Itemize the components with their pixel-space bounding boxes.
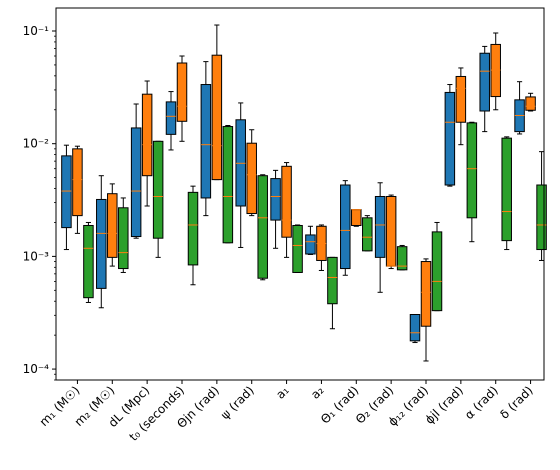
box-series-1-cat-3 (176, 55, 188, 142)
box-series-1-cat-8 (351, 209, 362, 227)
box-series-0-cat-7 (305, 225, 316, 255)
y-tick-label: 10⁻³ (23, 249, 50, 263)
box-body (327, 256, 338, 305)
box-body (305, 234, 316, 255)
box-body (200, 84, 212, 199)
box-body (257, 175, 268, 279)
box-body (222, 126, 234, 244)
box-body (96, 198, 107, 289)
box-body (83, 224, 94, 299)
x-tick-label: a₁ (273, 383, 292, 402)
x-tick-label: ϕjl (rad) (422, 383, 466, 427)
box-series-2-cat-5 (257, 174, 268, 281)
box-body (130, 127, 142, 238)
box-series-1-cat-9 (385, 194, 397, 270)
box-body (165, 101, 177, 135)
box-body (409, 314, 421, 342)
box-series-1-cat-13 (525, 92, 536, 112)
box-body (152, 140, 164, 239)
box-series-0-cat-9 (374, 182, 386, 293)
box-series-2-cat-2 (152, 140, 164, 258)
box-body (351, 209, 362, 226)
box-body (455, 75, 467, 123)
box-series-1-cat-5 (246, 129, 257, 217)
box-series-1-cat-11 (455, 67, 467, 146)
box-body (176, 62, 188, 122)
box-series-2-cat-3 (187, 185, 199, 286)
x-tick-label: a₂ (308, 383, 327, 402)
box-series-2-cat-13 (536, 151, 547, 261)
box-series-0-cat-8 (340, 180, 351, 276)
box-series-1-cat-6 (281, 162, 292, 258)
y-tick-label: 10⁻² (23, 137, 50, 151)
box-series-2-cat-4 (222, 125, 234, 244)
box-series-0-cat-10 (409, 314, 421, 344)
box-series-0-cat-2 (130, 103, 142, 239)
box-body (466, 122, 478, 219)
box-series-0-cat-0 (61, 144, 72, 251)
box-body (292, 224, 303, 273)
box-series-1-cat-0 (72, 145, 83, 234)
box-body (444, 91, 456, 186)
box-body (385, 195, 397, 267)
box-series-1-cat-1 (107, 183, 118, 267)
box-body (72, 148, 83, 217)
box-body (61, 155, 72, 229)
y-axis: 10⁻⁴ 10⁻³ 10⁻² 10⁻¹ (23, 24, 56, 381)
x-tick-label: α (rad) (462, 383, 501, 422)
box-body (525, 96, 536, 111)
y-tick-label: 10⁻¹ (23, 24, 50, 38)
box-series-0-cat-3 (165, 91, 177, 151)
box-body (107, 193, 118, 258)
box-series-0-cat-11 (444, 84, 456, 187)
box-series-1-cat-10 (420, 258, 432, 362)
box-body (281, 165, 292, 238)
box-body (340, 184, 351, 270)
box-body (479, 52, 490, 112)
box-body (211, 54, 223, 181)
box-series-2-cat-0 (83, 221, 94, 303)
box-body (501, 137, 512, 242)
box-series-1-cat-7 (316, 224, 327, 271)
box-series-1-cat-12 (490, 32, 501, 111)
x-tick-label: δ (rad) (497, 383, 535, 421)
box-body (362, 217, 373, 252)
box-series-2-cat-12 (501, 136, 512, 251)
box-body (374, 195, 386, 258)
box-series-2-cat-6 (292, 224, 303, 273)
box-series-2-cat-11 (466, 121, 478, 243)
box-series-0-cat-12 (479, 45, 490, 133)
box-series-1-cat-2 (141, 80, 153, 207)
x-axis: m₁ (M☉)m₂ (M☉)dL (Mpc)t₀ (seconds)Θjn (r… (37, 380, 536, 444)
boxes-layer (61, 24, 547, 362)
box-body (187, 191, 199, 266)
y-tick-label: 10⁻⁴ (23, 362, 50, 376)
plot-frame (55, 7, 545, 381)
box-body (270, 178, 281, 221)
box-series-0-cat-1 (96, 175, 107, 309)
box-series-1-cat-4 (211, 24, 223, 181)
box-body (420, 261, 432, 327)
box-body (246, 142, 257, 215)
x-tick-label: ψ (rad) (218, 383, 257, 422)
box-series-2-cat-10 (431, 221, 443, 312)
box-series-0-cat-13 (514, 81, 525, 135)
box-series-2-cat-1 (118, 197, 129, 273)
box-series-0-cat-5 (235, 102, 246, 248)
box-series-2-cat-9 (396, 244, 408, 271)
box-body (536, 184, 547, 251)
box-body (396, 246, 408, 271)
box-series-0-cat-4 (200, 61, 212, 217)
box-series-0-cat-6 (270, 169, 281, 249)
box-series-2-cat-7 (327, 256, 338, 330)
box-body (118, 207, 129, 270)
box-series-2-cat-8 (362, 215, 373, 252)
box-body (141, 93, 153, 177)
box-body (431, 231, 443, 312)
